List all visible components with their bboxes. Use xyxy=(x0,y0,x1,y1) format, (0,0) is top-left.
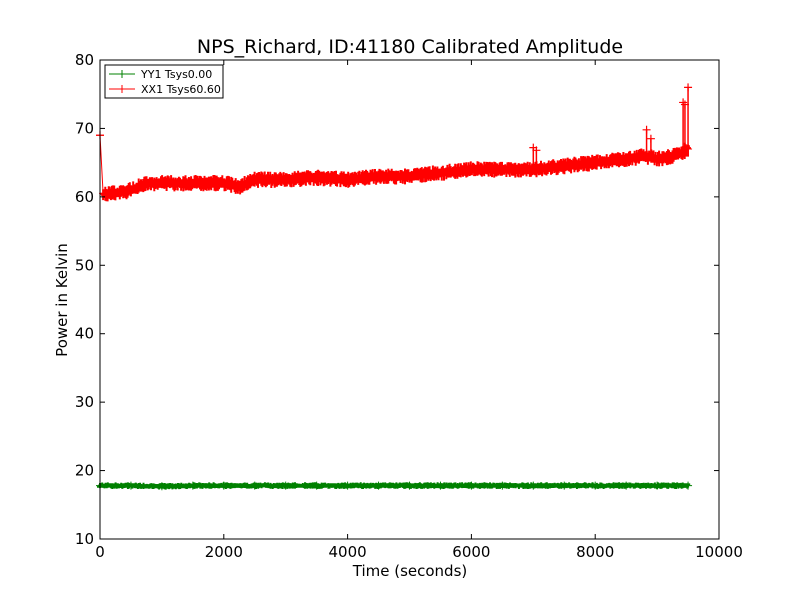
chart-title: NPS_Richard, ID:41180 Calibrated Amplitu… xyxy=(197,36,623,58)
data-point xyxy=(219,481,228,490)
data-point xyxy=(498,165,507,174)
legend-label: XX1 Tsys60.60 xyxy=(141,83,221,96)
data-point xyxy=(126,186,135,195)
data-point xyxy=(436,481,445,490)
data-point xyxy=(591,481,600,490)
data-point xyxy=(665,153,674,162)
data-point xyxy=(235,182,244,191)
data-point xyxy=(405,172,414,181)
x-tick-label: 0 xyxy=(95,543,105,561)
y-tick-label: 60 xyxy=(75,188,94,206)
y-tick-label: 30 xyxy=(75,393,94,411)
series-spikes xyxy=(96,83,693,170)
data-point xyxy=(374,172,383,181)
data-point xyxy=(640,151,649,160)
y-tick-label: 40 xyxy=(75,325,94,343)
data-point xyxy=(111,189,120,198)
x-tick-label: 4000 xyxy=(329,543,367,561)
series-line xyxy=(100,485,688,487)
data-point xyxy=(622,481,631,490)
ticks-group: 0 2000 4000 6000 8000 10000 10 20 30 40 50 60 70 80 xyxy=(75,51,743,561)
x-tick-label: 8000 xyxy=(576,543,614,561)
legend-label: YY1 Tsys0.00 xyxy=(140,68,212,81)
spike-marker xyxy=(646,134,655,143)
data-point xyxy=(684,481,693,490)
data-point xyxy=(405,481,414,490)
data-point xyxy=(467,165,476,174)
legend-entry: XX1 Tsys60.60 xyxy=(109,83,221,96)
data-point xyxy=(157,179,166,188)
spike-marker xyxy=(679,98,688,107)
data-point xyxy=(591,158,600,167)
data-point xyxy=(281,175,290,184)
data-point xyxy=(219,179,228,188)
data-point xyxy=(142,179,151,188)
data-point xyxy=(677,148,686,157)
data-point xyxy=(188,179,197,188)
data-point xyxy=(188,481,197,490)
data-point xyxy=(436,168,445,177)
data-point xyxy=(281,481,290,490)
data-point xyxy=(312,481,321,490)
x-tick-label: 10000 xyxy=(695,543,743,561)
legend-marker xyxy=(118,85,126,93)
data-point xyxy=(157,482,166,491)
x-tick-label: 2000 xyxy=(205,543,243,561)
data-point xyxy=(622,155,631,164)
data-point xyxy=(126,481,135,490)
y-tick-label: 70 xyxy=(75,119,94,137)
spike-marker xyxy=(684,83,693,92)
data-point xyxy=(250,481,259,490)
y-tick-label: 20 xyxy=(75,462,94,480)
data-point xyxy=(343,175,352,184)
y-tick-label: 50 xyxy=(75,256,94,274)
spike-marker xyxy=(642,125,651,134)
legend-marker xyxy=(118,70,126,78)
data-point xyxy=(312,173,321,182)
y-axis-label: Power in Kelvin xyxy=(53,243,71,357)
data-point xyxy=(560,162,569,171)
data-point xyxy=(467,481,476,490)
legend: YY1 Tsys0.00 XX1 Tsys60.60 xyxy=(104,64,224,99)
data-point xyxy=(250,175,259,184)
data-point xyxy=(374,481,383,490)
y-tick-label: 80 xyxy=(75,51,94,69)
legend-entry: YY1 Tsys0.00 xyxy=(109,68,212,81)
data-point xyxy=(653,155,662,164)
y-tick-label: 10 xyxy=(75,530,94,548)
plot-frame xyxy=(99,59,720,540)
data-point xyxy=(498,481,507,490)
data-point xyxy=(529,481,538,490)
data-point xyxy=(653,481,662,490)
legend-box xyxy=(104,64,224,99)
plot-series-group xyxy=(96,83,693,491)
x-axis-label: Time (seconds) xyxy=(352,562,468,580)
data-point xyxy=(560,481,569,490)
x-tick-label: 6000 xyxy=(452,543,490,561)
data-point xyxy=(343,481,352,490)
spike-marker xyxy=(532,146,541,155)
